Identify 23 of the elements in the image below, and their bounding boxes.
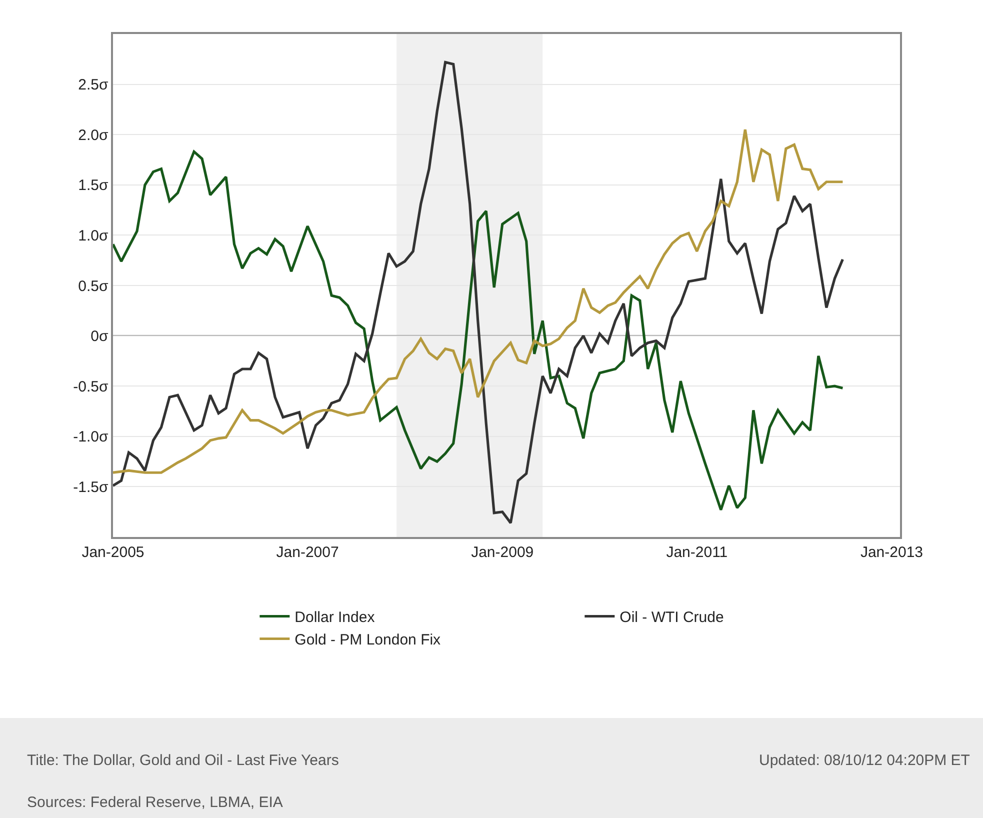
x-tick-label: Jan-2011 — [666, 544, 728, 561]
y-tick-label: 2.5σ — [78, 76, 109, 94]
y-tick-label: -1.5σ — [73, 478, 109, 496]
text: Title: The Dollar, Gold and Oil - Last Five Years — [27, 752, 339, 769]
legend-label: Dollar Index — [294, 609, 376, 626]
x-tick-label: Jan-2013 — [860, 544, 924, 561]
x-tick-label: Jan-2009 — [471, 544, 534, 561]
y-tick-label: -0.5σ — [73, 378, 109, 396]
y-tick-label: -1.0σ — [73, 428, 109, 446]
text: Updated: 08/10/12 04:20PM ET — [759, 752, 970, 769]
y-tick-label: 2.0σ — [78, 126, 109, 144]
x-tick-label: Jan-2007 — [276, 544, 339, 561]
legend-label: Oil - WTI Crude — [620, 609, 724, 626]
line-series — [113, 128, 844, 474]
y-tick-label: 0.5σ — [78, 278, 109, 295]
y-tick-label: 1.0σ — [78, 227, 109, 244]
source-note: Sources: Federal Reserve, LBMA, EIA — [27, 794, 283, 811]
y-tick-label: 1.5σ — [78, 177, 109, 194]
x-tick-label: Jan-2005 — [82, 544, 144, 561]
legend-label: Gold - PM London Fix — [294, 632, 442, 649]
line-series — [113, 150, 844, 512]
y-tick-label: 0σ — [90, 328, 109, 346]
line-series — [113, 60, 844, 524]
